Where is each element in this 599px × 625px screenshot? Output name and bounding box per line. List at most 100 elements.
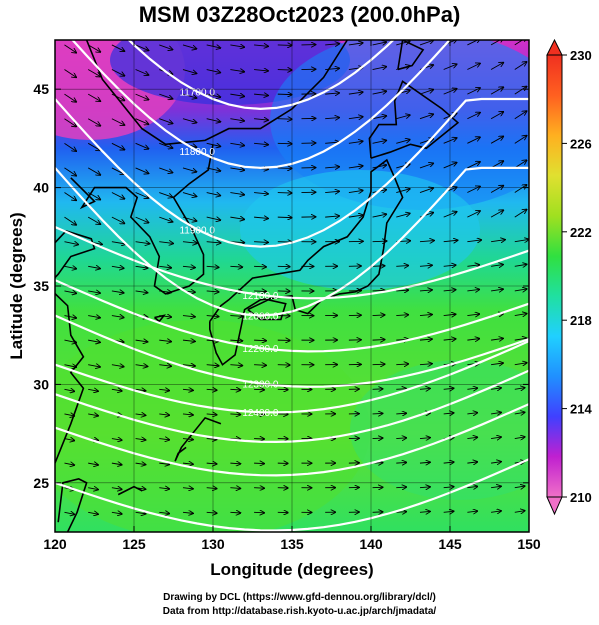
wind-arrow <box>111 488 122 490</box>
wind-arrow <box>372 91 387 94</box>
southeast-green-patch <box>350 360 529 500</box>
wind-arrow <box>514 437 525 439</box>
wind-arrow <box>254 340 266 341</box>
wind-arrow <box>490 87 503 95</box>
wind-arrow <box>230 365 242 366</box>
wind-arrow <box>514 338 527 340</box>
wind-arrow <box>467 486 477 487</box>
y-tick-label: 30 <box>33 376 49 392</box>
wind-arrow <box>514 314 527 316</box>
wind-arrow <box>206 45 221 48</box>
colorbar-tick-label: 230 <box>570 48 592 63</box>
colorbar-tick-label: 210 <box>570 490 592 505</box>
wind-arrow <box>491 462 501 463</box>
wind-arrow <box>514 160 527 169</box>
wind-arrow <box>491 511 501 512</box>
wind-arrow <box>135 414 146 415</box>
wind-arrow <box>396 389 406 390</box>
wind-arrow <box>467 462 477 463</box>
wind-arrow <box>348 215 363 217</box>
wind-arrow <box>135 118 149 124</box>
x-tick-label: 135 <box>280 536 304 552</box>
coastline <box>55 292 85 464</box>
wind-arrow <box>230 217 244 219</box>
coastline <box>174 416 222 462</box>
wind-arrow <box>348 117 363 119</box>
contour-label: 12400.0 <box>242 408 279 419</box>
wind-arrow <box>111 93 125 100</box>
wind-arrow <box>325 118 339 119</box>
wind-arrow <box>135 291 148 293</box>
wind-arrow <box>64 439 74 441</box>
wind-arrow <box>490 40 503 46</box>
wind-arrow <box>206 217 221 220</box>
wind-arrow <box>396 462 406 463</box>
colorbar-body <box>546 54 563 498</box>
wind-arrow <box>277 119 292 120</box>
wind-arrow <box>325 44 339 45</box>
y-tick-label: 35 <box>33 278 49 294</box>
wind-arrow <box>135 389 146 390</box>
wind-arrow <box>372 290 385 291</box>
wind-arrow <box>254 266 266 267</box>
wind-arrow <box>419 487 430 488</box>
wind-arrow <box>419 90 433 95</box>
wind-arrow <box>325 142 339 143</box>
wind-arrow <box>135 512 146 513</box>
wind-arrow <box>206 242 221 243</box>
coastline <box>368 80 460 159</box>
wind-arrow <box>254 242 268 243</box>
wind-arrow <box>182 316 195 317</box>
wind-arrow <box>182 242 197 243</box>
wind-arrow <box>88 365 100 367</box>
wind-arrow <box>88 389 98 391</box>
wind-arrow <box>64 167 76 176</box>
wind-arrow <box>490 136 503 144</box>
wind-arrow <box>443 388 454 389</box>
wind-arrow <box>206 94 221 97</box>
wind-arrow <box>467 211 480 218</box>
wind-arrow <box>159 192 172 198</box>
wind-arrow <box>159 167 172 173</box>
wind-arrow <box>254 70 268 71</box>
y-axis-label: Latitude (degrees) <box>7 212 26 359</box>
wind-arrow <box>396 290 408 291</box>
wind-arrow <box>206 389 217 390</box>
wind-arrow <box>419 314 432 315</box>
wind-arrow <box>159 512 169 513</box>
wind-arrow <box>159 340 171 341</box>
wind-arrow <box>64 93 76 102</box>
wind-arrow <box>111 389 122 391</box>
wind-arrow <box>182 266 195 267</box>
wind-arrow <box>277 143 292 144</box>
wind-arrow <box>372 42 387 45</box>
wind-arrow <box>443 487 454 488</box>
wind-arrow <box>182 488 193 489</box>
y-tick-label: 25 <box>33 475 49 491</box>
wind-arrow <box>514 264 527 266</box>
wind-arrow <box>135 142 149 148</box>
wind-arrow <box>159 44 172 50</box>
wind-arrow <box>111 44 125 51</box>
wind-arrow <box>135 216 149 222</box>
x-axis-label: Longitude (degrees) <box>210 560 373 579</box>
wind-arrow <box>491 338 503 340</box>
wind-arrow <box>230 463 240 464</box>
wind-arrow <box>135 439 146 440</box>
wind-arrow <box>396 487 406 488</box>
wind-arrow <box>419 462 430 463</box>
wind-arrow <box>467 113 480 120</box>
wind-arrow <box>230 512 240 513</box>
wind-arrow <box>491 240 505 242</box>
wind-arrow <box>206 488 217 489</box>
wind-arrow <box>372 315 385 316</box>
wind-arrow <box>325 68 339 69</box>
footer-credit-data: Data from http://database.rish.kyoto-u.a… <box>162 606 437 617</box>
wind-arrow <box>64 142 76 151</box>
wind-arrow <box>206 512 217 513</box>
wind-arrow <box>182 414 193 415</box>
wind-arrow <box>135 192 149 198</box>
wind-arrow <box>514 210 527 218</box>
colorbar-max-arrow <box>546 38 563 56</box>
wind-arrow <box>514 289 527 291</box>
